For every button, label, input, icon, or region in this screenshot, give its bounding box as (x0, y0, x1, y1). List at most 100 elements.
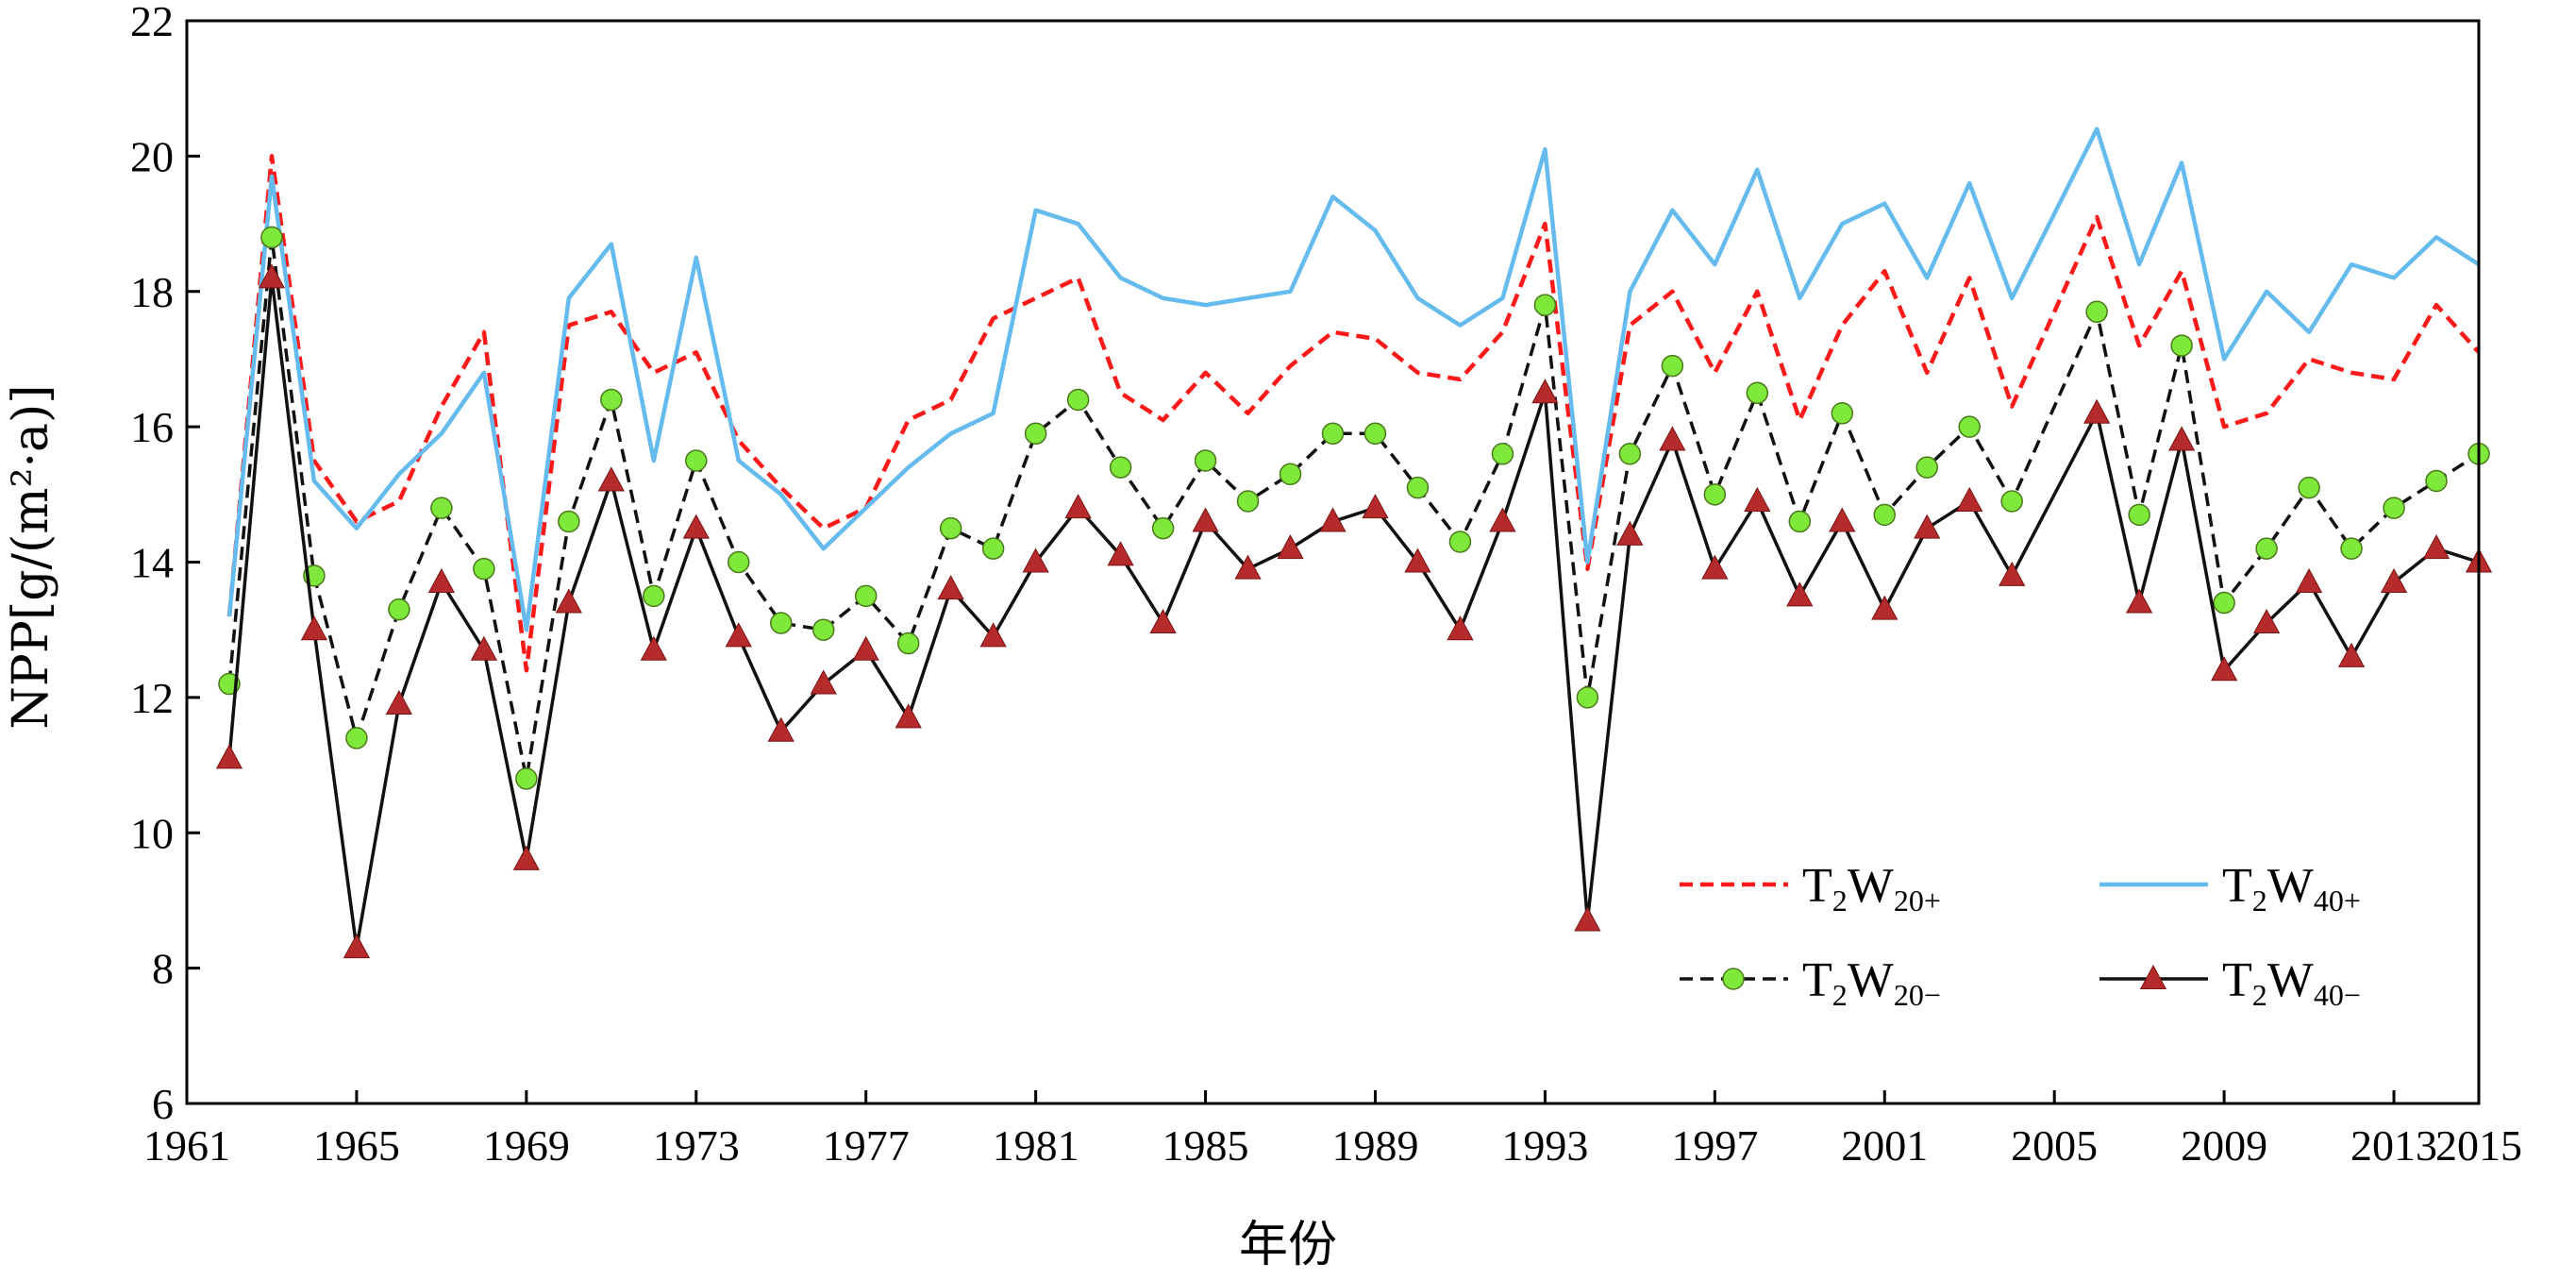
data-point (555, 588, 582, 614)
x-tick-label: 1997 (1671, 1121, 1758, 1170)
legend-label: T2W20− (1802, 953, 1941, 1012)
data-point (643, 584, 665, 608)
y-tick-label: 22 (130, 0, 174, 45)
data-point (1744, 486, 1771, 512)
y-tick-label: 16 (130, 403, 174, 451)
data-point (1362, 494, 1389, 519)
data-point (1406, 476, 1430, 499)
data-point (1066, 388, 1090, 412)
data-point (895, 703, 922, 729)
data-point (937, 575, 964, 600)
x-tick-label: 1985 (1163, 1121, 1249, 1170)
data-point (258, 263, 286, 289)
data-point (1149, 608, 1177, 634)
data-point (2422, 534, 2451, 560)
data-point (1999, 561, 2026, 586)
data-point (2210, 656, 2238, 682)
x-tick-label: 1989 (1331, 1121, 1418, 1170)
data-point (385, 689, 413, 716)
y-tick-label: 14 (130, 539, 174, 587)
y-tick-label: 10 (130, 809, 174, 857)
x-tick-label: 2015 (2435, 1121, 2522, 1170)
data-point (1363, 422, 1387, 446)
data-point (470, 635, 498, 661)
x-tick-label: 2001 (1841, 1121, 1928, 1170)
data-point (2085, 300, 2108, 324)
y-axis-title: NPP[g/(m²·a)] (3, 384, 59, 729)
data-point (767, 716, 795, 742)
data-point (1701, 554, 1729, 580)
plot-frame (185, 19, 2481, 1105)
series-3 (215, 263, 2493, 959)
data-point (1616, 520, 1644, 546)
x-tick-label: 1965 (313, 1121, 400, 1170)
data-point (473, 557, 495, 581)
data-point (1024, 422, 1047, 446)
data-point (728, 550, 750, 574)
data-point (981, 537, 1005, 560)
data-point (1914, 514, 1941, 539)
data-point (2337, 642, 2366, 667)
data-point (1915, 456, 1938, 479)
series-line (227, 235, 2480, 781)
x-tick-label: 1977 (823, 1121, 910, 1170)
data-point (1404, 547, 1431, 573)
data-point (2255, 537, 2278, 560)
data-point (2167, 426, 2196, 451)
data-point (1489, 507, 1516, 532)
data-point (1873, 503, 1897, 527)
legend-marker (2139, 964, 2167, 989)
data-point (2170, 334, 2193, 357)
data-point (2380, 567, 2408, 594)
data-point (2252, 608, 2281, 634)
y-tick-label: 6 (152, 1080, 174, 1128)
data-point (2425, 469, 2448, 493)
data-point (2383, 497, 2405, 519)
data-point (979, 622, 1007, 648)
data-point (1319, 507, 1347, 532)
data-point (427, 567, 456, 594)
series-0 (226, 154, 2481, 673)
data-point (1109, 456, 1132, 479)
data-point (1574, 906, 1601, 932)
data-point (1064, 494, 1092, 519)
data-point (1279, 463, 1302, 486)
x-tick-label: 2005 (2011, 1121, 2098, 1170)
legend-entry: T2W40− (2099, 953, 2361, 1012)
data-point (1151, 516, 1175, 540)
x-axis-title: 年份 (1239, 1217, 1337, 1273)
data-point (2298, 476, 2320, 499)
data-point (345, 727, 368, 749)
x-tick-label: 1973 (653, 1121, 740, 1170)
data-point (939, 516, 962, 540)
data-point (854, 584, 878, 608)
series-line (226, 154, 2481, 673)
legend-label: T2W40− (2222, 953, 2361, 1012)
data-point (1576, 686, 1599, 709)
chart-series-layer (215, 126, 2493, 959)
data-point (1956, 486, 1983, 512)
data-point (1659, 426, 1686, 451)
data-point (2128, 503, 2150, 527)
data-point (1788, 510, 1812, 533)
data-point (1786, 581, 1814, 607)
data-point (1533, 294, 1557, 316)
chart-legend: T2W20+ T2W40+ T2W20− T2W40− (1680, 859, 2361, 1012)
legend-label: T2W20+ (1802, 859, 1941, 918)
data-point (1107, 541, 1134, 566)
data-point (1871, 595, 1899, 620)
x-tick-label: 1981 (993, 1121, 1079, 1170)
legend-entry: T2W20+ (1680, 859, 1941, 918)
legend-marker (1722, 968, 1745, 990)
data-point (1829, 507, 1856, 532)
data-point (1448, 531, 1472, 553)
data-point (640, 635, 667, 661)
x-tick-label: 1961 (143, 1121, 230, 1170)
data-point (1194, 449, 1217, 472)
y-tick-label: 12 (130, 674, 174, 722)
data-point (1277, 534, 1304, 560)
data-point (300, 615, 328, 641)
data-point (1022, 547, 1049, 573)
data-point (2000, 490, 2023, 513)
